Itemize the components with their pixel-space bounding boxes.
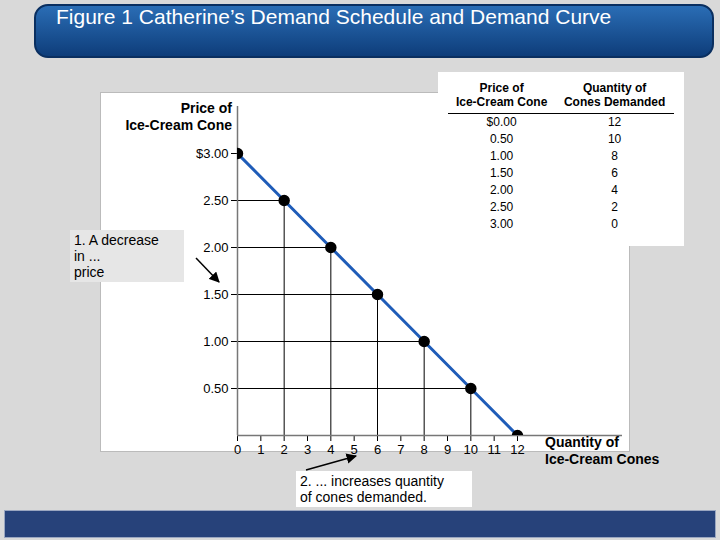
- svg-text:1.50: 1.50: [203, 287, 228, 302]
- html-text:3.00: 3.00: [489, 217, 514, 231]
- svg-text:2.00: 2.00: [203, 240, 228, 255]
- html-text:2.00: 2.00: [489, 183, 514, 197]
- svg-text:4: 4: [327, 442, 334, 457]
- svg-text:0.50: 0.50: [203, 381, 228, 396]
- html-text:2: 2: [611, 200, 618, 214]
- html-text:4: 4: [611, 183, 618, 197]
- html-text:6: 6: [611, 166, 618, 180]
- html-text:2.50: 2.50: [489, 200, 514, 214]
- svg-text:6: 6: [374, 442, 381, 457]
- html-text:Price of Ice-Cream Cone: Price of Ice-Cream Cone: [125, 100, 232, 133]
- svg-text:12: 12: [510, 442, 524, 457]
- svg-text:7: 7: [397, 442, 404, 457]
- html-text:8: 8: [611, 149, 618, 163]
- html-text:2. ... increases quantity of c: 2. ... increases quantity of cones deman…: [300, 473, 444, 505]
- svg-text:2: 2: [281, 442, 288, 457]
- svg-text:1.00: 1.00: [203, 334, 228, 349]
- svg-text:2.50: 2.50: [203, 193, 228, 208]
- html-text:10: 10: [607, 132, 622, 146]
- html-text:Price of Ice-Cream Cone: Price of Ice-Cream Cone: [455, 81, 548, 109]
- svg-text:$3.00: $3.00: [196, 146, 229, 161]
- html-text:Quantity of Ice-Cream Cones: Quantity of Ice-Cream Cones: [545, 434, 660, 467]
- svg-text:3: 3: [304, 442, 311, 457]
- html-text:$0.00: $0.00: [486, 115, 517, 129]
- html-text:Quantity of Cones Demanded: Quantity of Cones Demanded: [563, 81, 666, 109]
- html-text:1.00: 1.00: [489, 149, 514, 163]
- html-text:1.50: 1.50: [489, 166, 514, 180]
- html-text:1. A decrease in ... price: 1. A decrease in ... price: [74, 232, 159, 280]
- html-text:0: 0: [611, 217, 618, 231]
- svg-text:10: 10: [464, 442, 478, 457]
- html-text:Figure 1 Catherine’s Demand Sc: Figure 1 Catherine’s Demand Schedule and…: [56, 5, 612, 28]
- svg-text:5: 5: [351, 442, 358, 457]
- html-text:0.50: 0.50: [489, 132, 514, 146]
- svg-text:9: 9: [444, 442, 451, 457]
- svg-text:8: 8: [421, 442, 428, 457]
- svg-text:11: 11: [487, 442, 501, 457]
- html-text:12: 12: [607, 115, 622, 129]
- svg-text:0: 0: [234, 442, 241, 457]
- svg-text:1: 1: [257, 442, 264, 457]
